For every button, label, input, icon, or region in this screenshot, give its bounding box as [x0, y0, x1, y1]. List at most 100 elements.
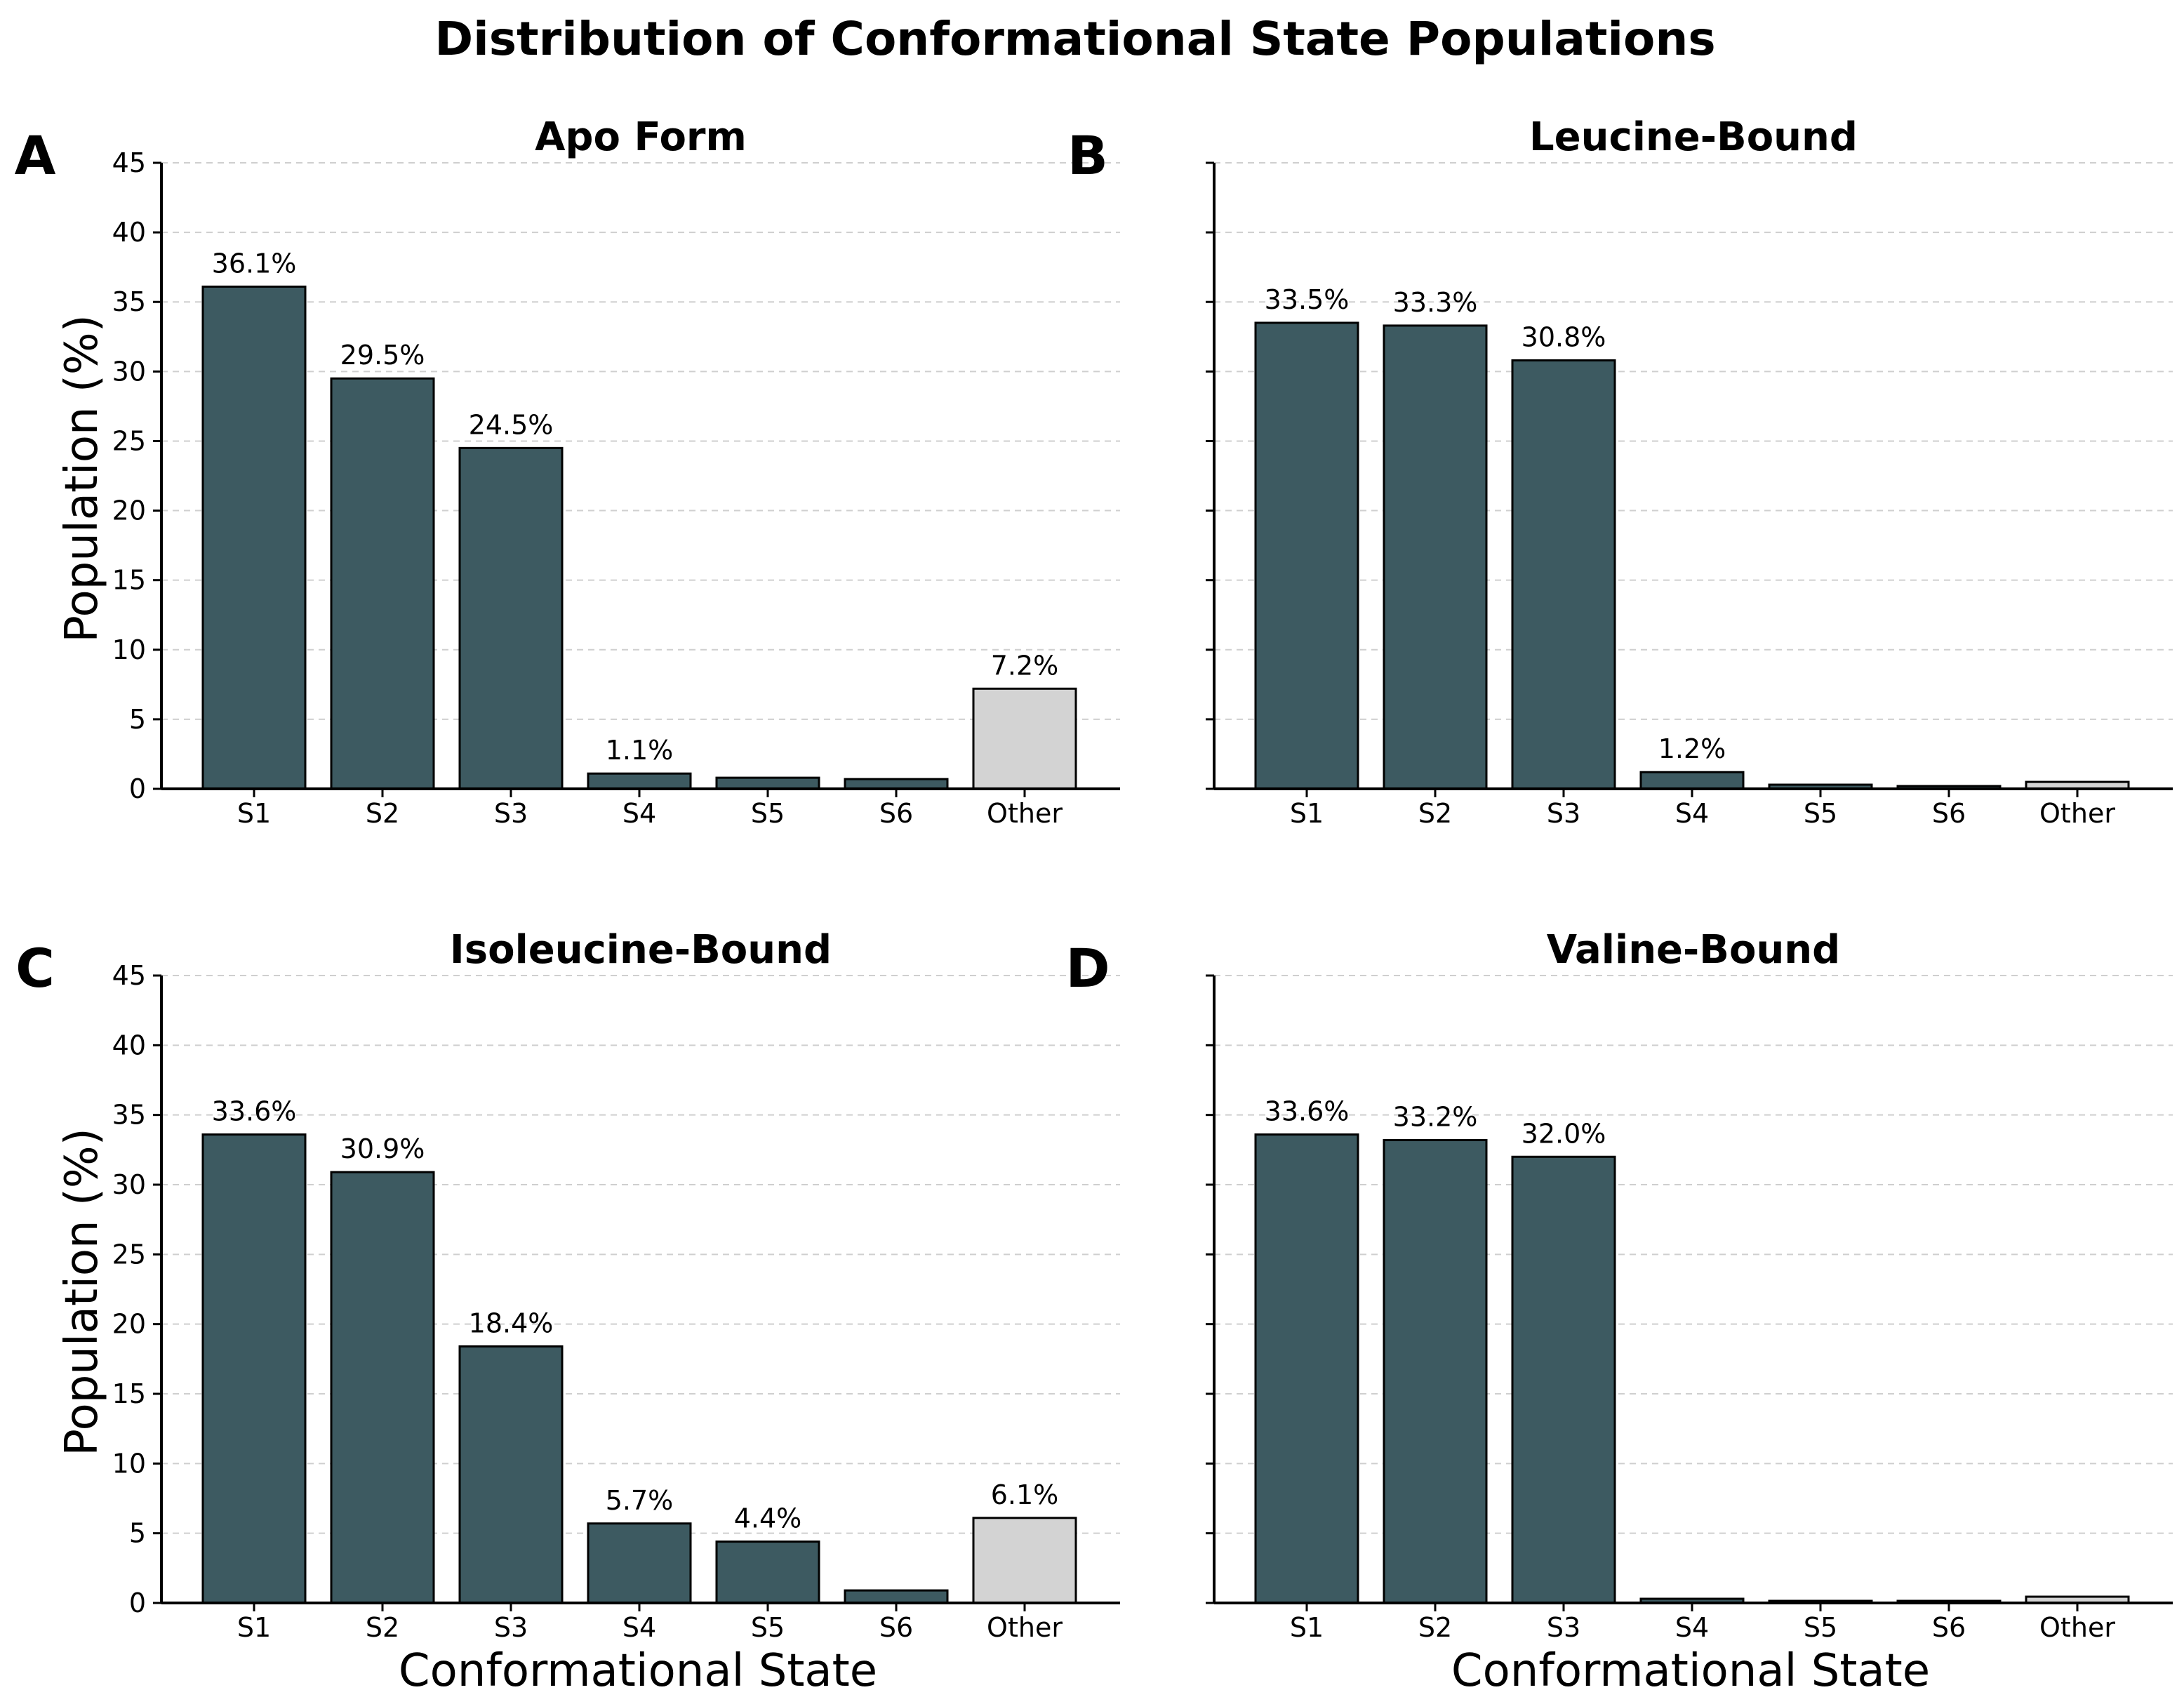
panel-letter: D [1065, 937, 1110, 999]
panel-letter: C [15, 937, 55, 999]
x-tick-label: S6 [1932, 798, 1966, 829]
x-tick-label: S3 [1547, 798, 1580, 829]
data-label: 33.6% [1265, 1096, 1350, 1126]
y-tick-label: 15 [112, 565, 146, 596]
y-tick-label: 30 [112, 1169, 146, 1200]
panel-title: Isoleucine-Bound [450, 927, 832, 973]
data-label: 33.6% [212, 1096, 297, 1126]
y-tick-label: 40 [112, 1030, 146, 1060]
y-tick-label: 10 [112, 1448, 146, 1479]
y-tick-label: 10 [112, 634, 146, 665]
x-tick-label: Other [987, 798, 1063, 829]
bar-s2 [1383, 324, 1488, 790]
bar-s1 [201, 285, 307, 790]
data-label: 4.4% [734, 1503, 802, 1534]
panel-title: Valine-Bound [1547, 927, 1841, 973]
x-tick-label: S1 [1290, 1612, 1324, 1643]
bar-s2 [1383, 1138, 1488, 1604]
panel-d: 33.6% 33.2% 32.0% S1 S2 S3 S4 S5 S6 Other Valine-B… [1065, 927, 2173, 1697]
y-tick-label: 45 [112, 147, 146, 178]
x-tick-label: S2 [366, 1612, 399, 1643]
y-tick-label: 25 [112, 425, 146, 456]
x-tick-label: S4 [1675, 1612, 1709, 1643]
x-tick-label: S5 [1804, 798, 1837, 829]
y-tick-label: 30 [112, 356, 146, 387]
x-tick-label: S1 [237, 798, 271, 829]
data-label: 36.1% [212, 248, 297, 279]
bar-s2 [330, 1171, 435, 1604]
x-tick-label: S4 [1675, 798, 1709, 829]
y-tick-label: 40 [112, 217, 146, 248]
y-tick-label: 35 [112, 1100, 146, 1131]
x-tick-label: S3 [494, 798, 528, 829]
data-label: 1.1% [606, 735, 674, 766]
x-tick-label: S4 [622, 1612, 656, 1643]
y-tick-label: 35 [112, 286, 146, 317]
data-label: 30.8% [1522, 321, 1606, 352]
x-tick-label: S2 [1418, 798, 1452, 829]
data-label: 5.7% [606, 1485, 674, 1516]
y-tick-label: 5 [129, 704, 146, 735]
x-tick-label: S6 [879, 1612, 913, 1643]
x-tick-label: S3 [1547, 1612, 1580, 1643]
x-tick-label: S5 [751, 1612, 785, 1643]
y-tick-label: 20 [112, 495, 146, 526]
y-tick-label: 5 [129, 1518, 146, 1549]
x-tick-label: Other [2039, 1612, 2115, 1643]
bar-s1 [1254, 321, 1359, 790]
bar-s3 [458, 446, 564, 790]
y-tick-label: 45 [112, 960, 146, 991]
x-tick-label: S6 [1932, 1612, 1966, 1643]
x-tick-label: S1 [1290, 798, 1324, 829]
panel-c: 33.6% 30.9% 18.4% 5.7% 4.4% 6.1% 0 5 10 15 20 25 30 3… [15, 927, 1120, 1697]
x-tick-label: S2 [1418, 1612, 1452, 1643]
x-tick-label: S6 [879, 798, 913, 829]
x-tick-label: Other [987, 1612, 1063, 1643]
bar-s2 [330, 377, 435, 790]
panel-b: 33.5% 33.3% 30.8% 1.2% S1 S2 S3 S4 S5 S6 Other Leuc… [1067, 114, 2173, 829]
bar-s4 [587, 772, 692, 790]
bar-s1 [201, 1133, 307, 1604]
x-axis-label: Conformational State [399, 1645, 877, 1697]
figure-title: Distribution of Conformational State Pop… [434, 12, 1715, 66]
y-tick-label: 0 [129, 773, 146, 804]
y-tick-label: 25 [112, 1239, 146, 1270]
bar-s6 [844, 778, 949, 790]
y-tick-label: 15 [112, 1378, 146, 1409]
data-label: 33.3% [1393, 287, 1478, 318]
y-axis-label: Population (%) [56, 1128, 108, 1456]
data-label: 6.1% [991, 1479, 1059, 1510]
data-label: 33.2% [1393, 1101, 1478, 1132]
bar-s6 [844, 1589, 949, 1604]
data-label: 24.5% [469, 409, 554, 440]
bar-s5 [715, 776, 820, 790]
x-tick-label: S2 [366, 798, 399, 829]
panel-title: Apo Form [535, 114, 747, 160]
panel-letter: B [1067, 124, 1108, 187]
data-label: 18.4% [469, 1307, 554, 1338]
data-label: 30.9% [340, 1133, 425, 1164]
x-axis-label: Conformational State [1451, 1645, 1930, 1697]
bar-other [972, 1517, 1077, 1604]
panel-letter: A [15, 124, 56, 187]
bar-s1 [1254, 1133, 1359, 1604]
bar-s3 [1511, 1155, 1616, 1604]
y-tick-label: 20 [112, 1309, 146, 1340]
x-tick-label: S1 [237, 1612, 271, 1643]
panel-a: 36.1% 29.5% 24.5% 1.1% 7.2% 0 5 10 15 20 25 30 35 40 4… [15, 114, 1120, 829]
x-tick-label: Other [2039, 798, 2115, 829]
bar-s4 [587, 1522, 692, 1604]
bar-s3 [1511, 359, 1616, 790]
x-tick-label: S5 [1804, 1612, 1837, 1643]
y-axis-label: Population (%) [56, 314, 108, 642]
panels: 36.1% 29.5% 24.5% 1.1% 7.2% 0 5 10 15 20 25 30 35 40 4… [15, 114, 2173, 1697]
x-tick-label: S4 [622, 798, 656, 829]
data-label: 32.0% [1522, 1118, 1606, 1149]
data-label: 7.2% [991, 650, 1059, 681]
bar-s5 [715, 1540, 820, 1604]
data-label: 33.5% [1265, 284, 1350, 315]
bar-other [972, 687, 1077, 790]
panel-title: Leucine-Bound [1529, 114, 1858, 160]
data-label: 1.2% [1658, 733, 1726, 764]
